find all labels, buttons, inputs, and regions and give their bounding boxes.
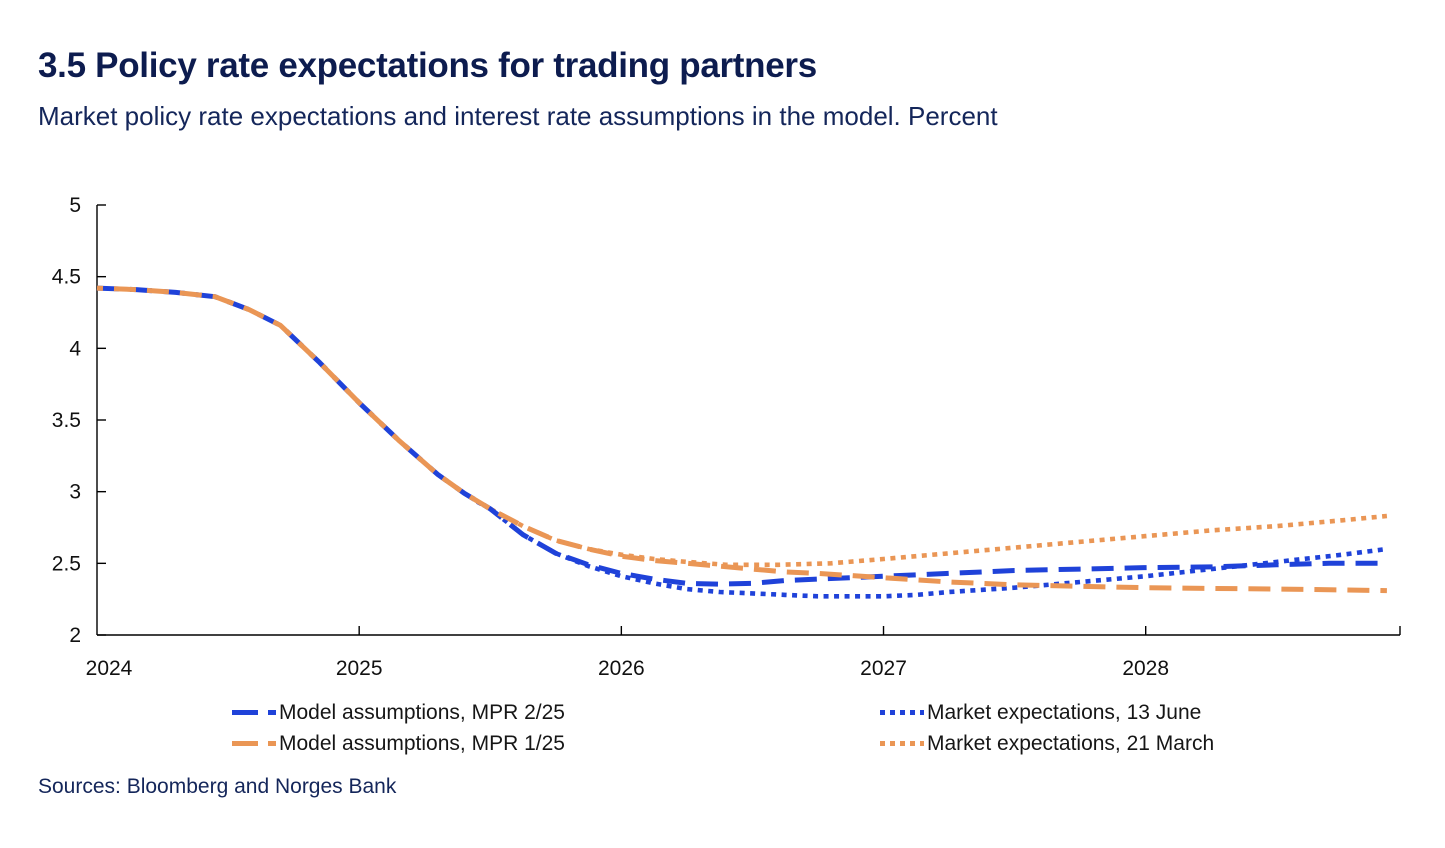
chart-subtitle: Market policy rate expectations and inte…	[38, 101, 998, 131]
legend-column-right: Market expectations, 13 June Market expe…	[880, 697, 1214, 759]
series-line-0-dashed	[96, 285, 1387, 587]
legend-swatch-blue-dashed	[232, 710, 276, 715]
legend-swatch-orange-dashed	[232, 741, 276, 746]
x-tick-label: 2024	[86, 657, 133, 680]
legend-column-left: Model assumptions, MPR 2/25 Model assump…	[232, 697, 880, 759]
series-line-1-dashed	[96, 285, 1387, 594]
chart-area: 2 2.5 3 3.5 4 4.5 5 2024 2025 2026 2027 2028	[0, 175, 1445, 690]
y-tick-label: 4	[69, 337, 81, 360]
legend-item-model-mpr-1-25: Model assumptions, MPR 1/25	[232, 728, 880, 759]
chart-legend: Model assumptions, MPR 2/25 Model assump…	[232, 697, 1214, 759]
legend-swatch-blue-dotted	[880, 710, 924, 715]
x-tick-label: 2028	[1122, 657, 1169, 680]
x-tick-label: 2027	[860, 657, 907, 680]
sources-note: Sources: Bloomberg and Norges Bank	[38, 775, 397, 798]
legend-label-model-mpr-2-25: Model assumptions, MPR 2/25	[279, 700, 565, 724]
series-line-3-dotted	[436, 472, 1388, 568]
y-tick-label: 3	[69, 481, 81, 504]
legend-swatch-orange-dotted	[880, 741, 924, 746]
policy-rate-line-chart: 2 2.5 3 3.5 4 4.5 5 2024 2025 2026 2027 2028	[52, 194, 1401, 680]
y-tick-label: 4.5	[52, 266, 81, 289]
legend-item-model-mpr-2-25: Model assumptions, MPR 2/25	[232, 697, 880, 728]
legend-item-market-21-march: Market expectations, 21 March	[880, 728, 1214, 759]
x-tick-label: 2025	[336, 657, 383, 680]
y-tick-label: 3.5	[52, 409, 81, 432]
y-tick-label: 5	[69, 194, 81, 217]
legend-item-market-13-june: Market expectations, 13 June	[880, 697, 1214, 728]
legend-label-market-13-june: Market expectations, 13 June	[927, 700, 1202, 724]
x-tick-label: 2026	[598, 657, 645, 680]
legend-label-model-mpr-1-25: Model assumptions, MPR 1/25	[279, 731, 565, 755]
y-tick-label: 2.5	[52, 552, 81, 575]
chart-title: 3.5 Policy rate expectations for trading…	[38, 46, 817, 85]
legend-label-market-21-march: Market expectations, 21 March	[927, 731, 1215, 755]
y-tick-label: 2	[69, 624, 81, 647]
